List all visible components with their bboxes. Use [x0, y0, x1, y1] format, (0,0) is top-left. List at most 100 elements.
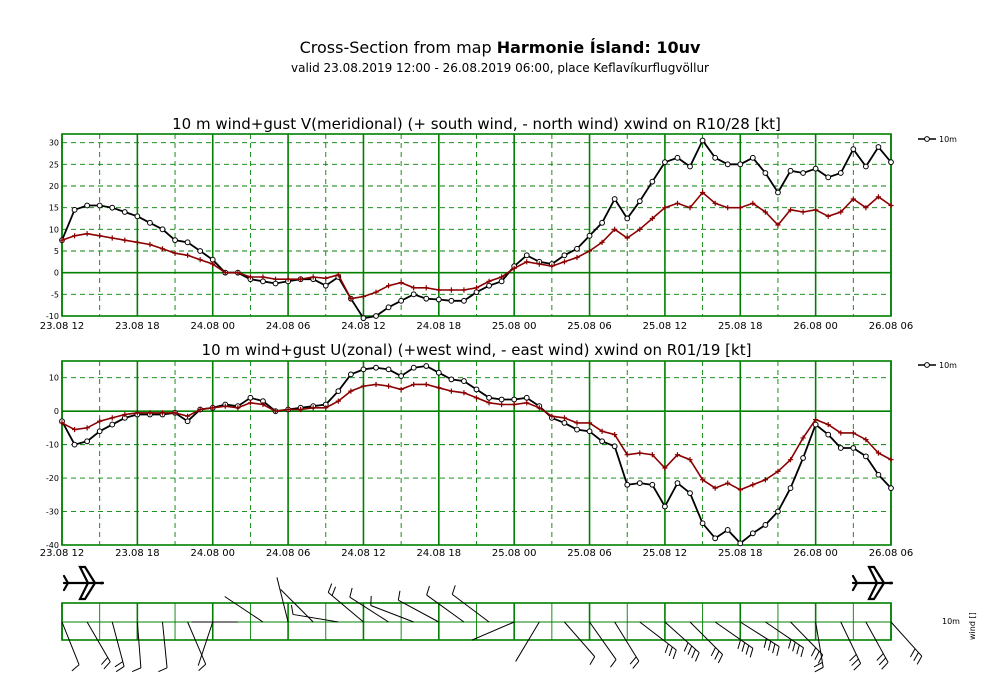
wind-barb: [161, 621, 168, 668]
wind-barb-feather: [694, 652, 700, 662]
data-point-gust: [800, 435, 806, 441]
data-point-wind: [888, 485, 894, 492]
data-point-wind: [260, 278, 266, 285]
wind-barb-feather: [810, 647, 817, 657]
data-point-wind: [586, 428, 593, 435]
airplane-shape: [851, 565, 894, 601]
chart-panel-2: 10 m wind+gust U(zonal) (+west wind, - e…: [40, 341, 957, 559]
main-title-prefix: Cross-Section from map: [299, 38, 497, 57]
wind-barb: [398, 599, 440, 623]
wind-barb: [714, 621, 754, 649]
wind-barb-feather: [817, 654, 824, 664]
data-point-wind: [473, 386, 480, 393]
data-point-gust: [586, 248, 593, 254]
data-point-wind: [687, 490, 693, 497]
x-tick-label: 25.08 12: [643, 321, 688, 332]
data-point-wind: [712, 535, 719, 542]
data-point-wind: [837, 445, 844, 451]
data-point-gust: [385, 283, 392, 289]
data-point-gust: [825, 213, 831, 219]
wind-barb: [197, 621, 214, 666]
data-point-gust: [159, 246, 166, 252]
y-tick-label: -5: [51, 290, 59, 299]
data-point-gust: [247, 274, 254, 280]
data-point-gust: [599, 428, 605, 434]
data-point-gust: [499, 401, 505, 408]
title-block: Cross-Section from map Harmonie Ísland: …: [0, 38, 1000, 76]
x-tick-label: 25.08 12: [643, 548, 688, 559]
data-point-gust: [775, 468, 781, 474]
wind-barb: [840, 621, 862, 664]
data-point-wind: [498, 278, 505, 285]
data-point-wind: [624, 481, 631, 488]
x-tick-label: 23.08 18: [115, 548, 160, 559]
wind-barb: [349, 596, 389, 623]
airplane-icon: [851, 565, 894, 601]
legend: 10m: [918, 135, 957, 144]
x-tick-label: 26.08 06: [869, 548, 914, 559]
y-tick-label: 20: [49, 182, 59, 191]
data-point-wind: [875, 471, 882, 478]
wind-barb-feather: [589, 656, 596, 666]
y-tick-label: 10: [49, 225, 59, 234]
data-point-gust: [147, 241, 153, 248]
wind-barb-feather: [115, 666, 125, 673]
wind-barb-feather: [792, 642, 796, 652]
data-point-gust: [147, 410, 153, 416]
wind-barb-feather: [741, 642, 746, 652]
data-point-wind: [511, 396, 518, 403]
data-point-gust: [172, 250, 178, 256]
data-point-gust: [272, 408, 279, 414]
data-point-wind: [448, 376, 455, 383]
data-point-wind: [749, 530, 756, 537]
data-point-gust: [800, 209, 806, 215]
data-point-wind: [109, 421, 116, 428]
data-point-gust: [712, 200, 718, 206]
data-point-gust: [875, 194, 882, 200]
data-point-wind: [121, 209, 128, 215]
data-point-wind: [775, 508, 781, 515]
wind-barb-strip: 10m wind []: [61, 577, 977, 673]
wind-barb: [471, 621, 515, 641]
wind-barb-feather: [881, 661, 889, 670]
data-point-gust: [536, 261, 542, 267]
data-point-gust: [561, 259, 568, 265]
data-point-gust: [310, 405, 316, 411]
wind-barb-feather: [916, 655, 923, 665]
panel-title: 10 m wind+gust V(meridional) (+ south wi…: [172, 115, 781, 133]
wind-barb: [765, 621, 804, 649]
x-tick-label: 25.08 00: [492, 321, 537, 332]
x-tick-label: 25.08 00: [492, 548, 537, 559]
data-point-gust: [222, 270, 228, 276]
wind-barb-feather: [813, 662, 823, 668]
data-point-gust: [323, 275, 329, 281]
data-point-wind: [787, 485, 794, 492]
y-tick-label: 15: [49, 204, 59, 213]
x-tick-label: 25.08 18: [718, 548, 763, 559]
data-point-wind: [850, 146, 857, 153]
data-point-wind: [599, 219, 606, 226]
data-point-wind: [322, 282, 329, 289]
data-point-wind: [373, 364, 379, 371]
data-point-gust: [649, 452, 655, 458]
data-point-wind: [209, 256, 216, 263]
data-point-wind: [96, 428, 103, 435]
wind-barb-feather: [849, 654, 857, 662]
data-point-gust: [888, 457, 894, 463]
data-point-gust: [473, 395, 480, 401]
data-point-wind: [737, 540, 744, 547]
data-point-gust: [247, 400, 254, 406]
wind-barb: [865, 621, 889, 663]
data-point-gust: [461, 390, 467, 396]
main-title: Cross-Section from map Harmonie Ísland: …: [0, 38, 1000, 58]
data-point-gust: [260, 401, 266, 408]
data-point-gust: [674, 452, 681, 458]
data-point-gust: [185, 252, 191, 258]
x-tick-label: 25.08 18: [718, 321, 763, 332]
wind-barb-feather: [763, 638, 767, 648]
data-point-wind: [574, 426, 580, 433]
wind-barb-feather: [349, 587, 353, 598]
wind-barb: [136, 621, 142, 668]
data-point-gust: [134, 410, 140, 416]
wind-barb: [61, 621, 80, 665]
